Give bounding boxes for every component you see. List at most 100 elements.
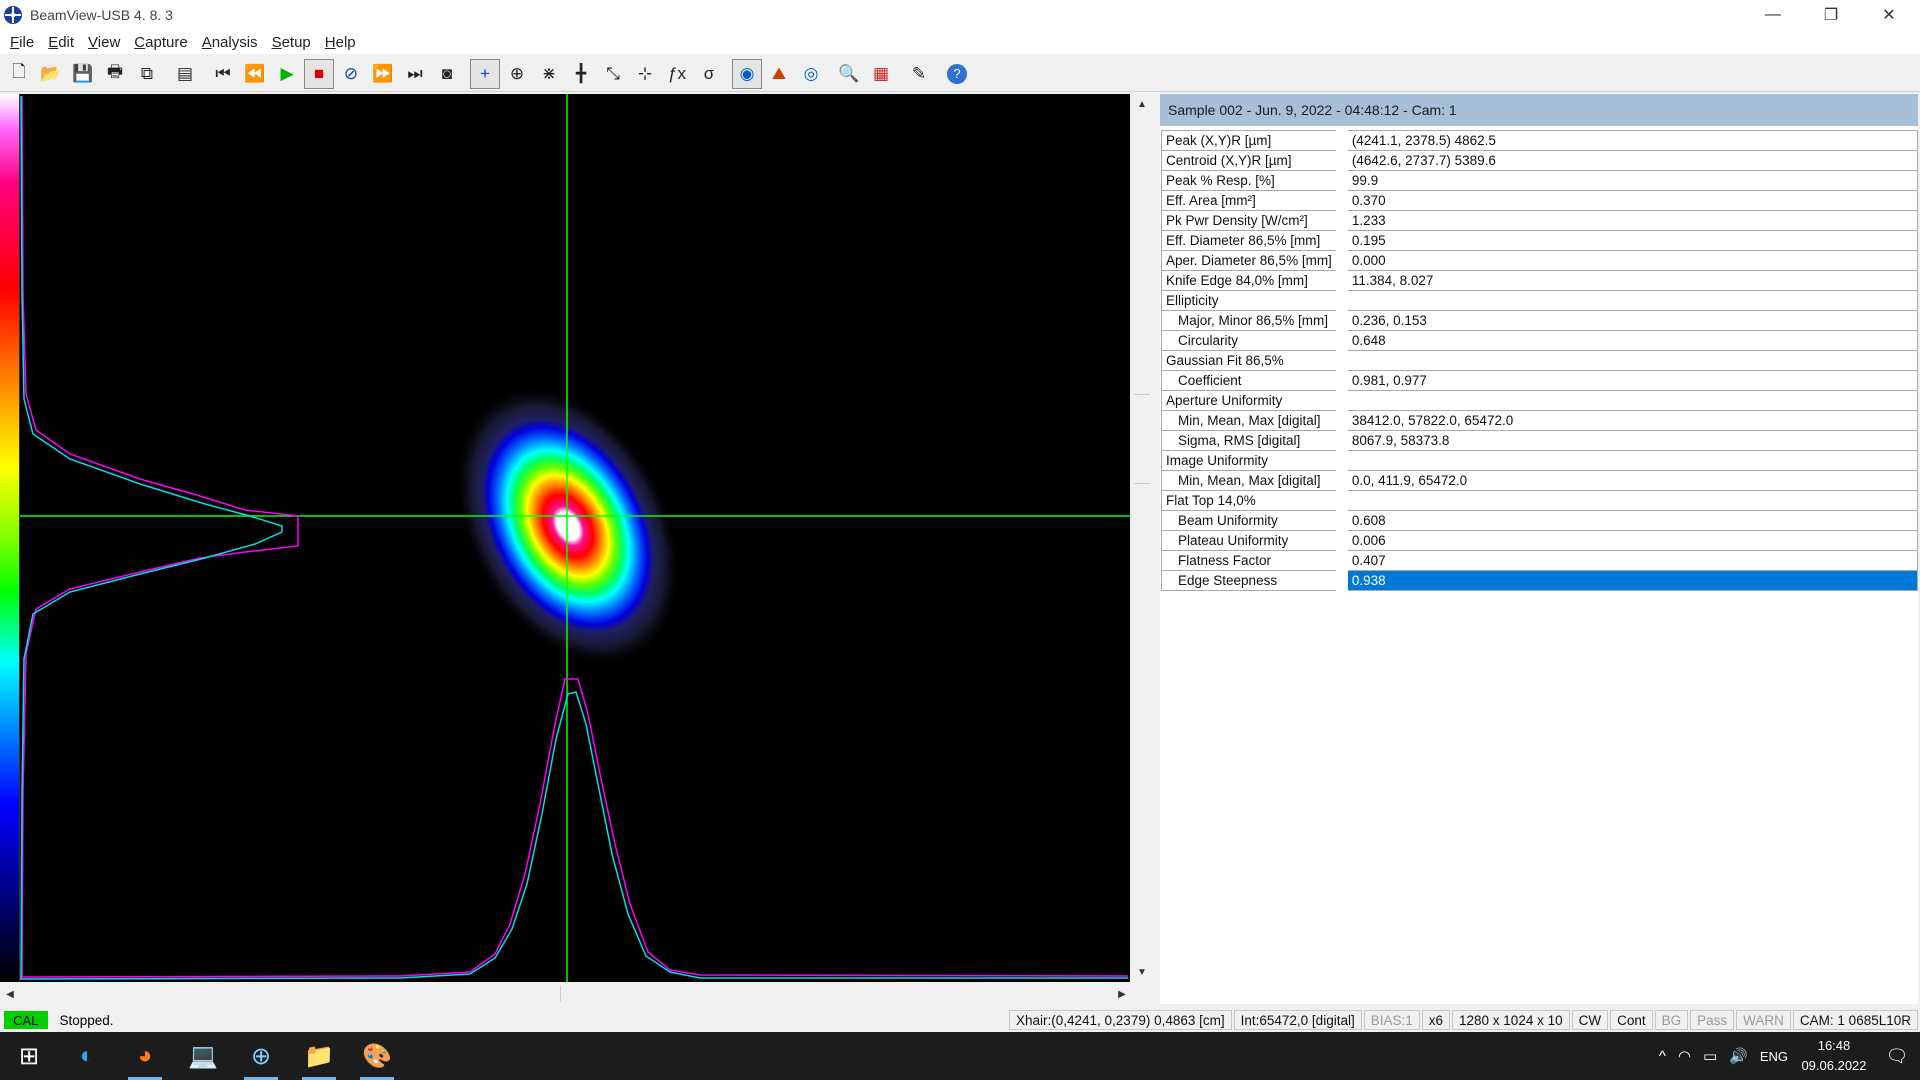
results-row[interactable]: Gaussian Fit 86,5%: [1160, 350, 1918, 371]
beamview-taskbar-button[interactable]: ⊕: [232, 1032, 290, 1080]
result-value: [1335, 450, 1918, 471]
print-button[interactable]: 🖶: [100, 59, 130, 89]
aperture-button[interactable]: ◎: [796, 59, 826, 89]
results-row[interactable]: Aper. Diameter 86,5% [mm] 0.000: [1160, 250, 1918, 271]
peak-crosshair-button[interactable]: ⋇: [534, 59, 564, 89]
close-button[interactable]: ✕: [1860, 0, 1918, 30]
stop-icon: ■: [313, 63, 325, 83]
scroll-right-arrow-icon[interactable]: ▶: [1118, 988, 1126, 1000]
next-frame-button[interactable]: ⏩: [368, 59, 398, 89]
status-bar: CAL Stopped. Xhair:(0,4241, 0,2379) 0,48…: [0, 1008, 1920, 1032]
results-row[interactable]: Eff. Area [mm²] 0.370: [1160, 190, 1918, 211]
restore-button[interactable]: ❐: [1802, 0, 1860, 30]
zoom-button[interactable]: 🔍: [834, 59, 864, 89]
status-field: CW: [1571, 1010, 1609, 1030]
results-row[interactable]: Image Uniformity: [1160, 450, 1918, 471]
results-row[interactable]: Peak % Resp. [%] 99.9: [1160, 170, 1918, 191]
function-button[interactable]: ƒx: [662, 59, 692, 89]
laptop-app-taskbar-button[interactable]: 💻: [174, 1032, 232, 1080]
results-row[interactable]: Major, Minor 86,5% [mm] 0.236, 0.153: [1160, 310, 1918, 331]
scroll-up-arrow-icon[interactable]: ▲: [1137, 98, 1147, 110]
3d-view-button[interactable]: ⛰: [764, 59, 794, 89]
new-file-button[interactable]: 🗋: [4, 59, 34, 89]
axis-rotate-button[interactable]: ⤡: [598, 59, 628, 89]
copy-button[interactable]: ⧉: [132, 59, 162, 89]
previous-frame-button[interactable]: ⏪: [240, 59, 270, 89]
results-row[interactable]: Flat Top 14,0%: [1160, 490, 1918, 511]
clock-date: 09.06.2022: [1801, 1058, 1867, 1073]
paint-app-icon: 🎨: [362, 1042, 392, 1070]
sigma-button[interactable]: σ: [694, 59, 724, 89]
menu-setup[interactable]: Setup: [266, 34, 319, 51]
tools-button[interactable]: ✎: [904, 59, 934, 89]
results-row[interactable]: Sigma, RMS [digital] 8067.9, 58373.8: [1160, 430, 1918, 451]
centroid-crosshair-button[interactable]: ⊕: [502, 59, 532, 89]
results-row[interactable]: Pk Pwr Density [W/cm²] 1.233: [1160, 210, 1918, 231]
cursor-button[interactable]: ╋: [566, 59, 596, 89]
stop-button[interactable]: ■: [304, 58, 334, 89]
beam-image-viewport[interactable]: [0, 94, 1130, 982]
results-row[interactable]: Coefficient 0.981, 0.977: [1160, 370, 1918, 391]
window-title: BeamView-USB 4. 8. 3: [30, 7, 173, 23]
notifications-icon[interactable]: 🗨: [1885, 1045, 1909, 1066]
cursor-icon: ╋: [575, 63, 587, 83]
save-button[interactable]: 💾: [68, 59, 98, 89]
first-frame-button[interactable]: ⏮: [208, 59, 238, 89]
result-label: Flatness Factor: [1160, 550, 1343, 571]
crosshair-button[interactable]: +: [470, 58, 500, 89]
minimize-button[interactable]: —: [1744, 0, 1802, 30]
crosshair-icon: +: [480, 63, 490, 83]
windows-start-taskbar-button[interactable]: ⊞: [0, 1032, 58, 1080]
open-folder-button[interactable]: 📂: [36, 59, 66, 89]
results-row[interactable]: Knife Edge 84,0% [mm] 11.384, 8.027: [1160, 270, 1918, 291]
snapshot-button[interactable]: ⊘: [336, 59, 366, 89]
horizontal-scrollbar[interactable]: ◀ ▶: [0, 984, 1132, 1004]
results-row[interactable]: Beam Uniformity 0.608: [1160, 510, 1918, 531]
palette-button[interactable]: ▦: [866, 59, 896, 89]
language-indicator[interactable]: ENG: [1759, 1048, 1788, 1064]
result-label: Knife Edge 84,0% [mm]: [1160, 270, 1343, 291]
results-row[interactable]: Circularity 0.648: [1160, 330, 1918, 351]
scroll-down-arrow-icon[interactable]: ▼: [1137, 966, 1147, 978]
save-icon: 💾: [72, 63, 94, 83]
result-value: 38412.0, 57822.0, 65472.0: [1335, 410, 1918, 431]
camera-settings-button[interactable]: ◙: [432, 59, 462, 89]
menu-help[interactable]: Help: [319, 34, 364, 51]
horizontal-scroll-thumb[interactable]: [560, 986, 566, 1002]
vertical-scrollbar[interactable]: ▲ ▼: [1132, 94, 1152, 982]
menu-analysis[interactable]: Analysis: [196, 34, 266, 51]
results-row[interactable]: Plateau Uniformity 0.006: [1160, 530, 1918, 551]
profile-button[interactable]: ⊹: [630, 59, 660, 89]
play-button[interactable]: ▶: [272, 59, 302, 89]
battery-icon[interactable]: ▭: [1702, 1048, 1718, 1065]
menu-edit[interactable]: Edit: [42, 34, 82, 51]
last-frame-button[interactable]: ⏭: [400, 59, 430, 89]
help-button[interactable]: ?: [942, 59, 972, 89]
capture-button[interactable]: ▤: [170, 59, 200, 89]
vertical-scroll-thumb[interactable]: [1134, 394, 1150, 484]
menu-view[interactable]: View: [82, 34, 128, 51]
scroll-left-arrow-icon[interactable]: ◀: [6, 988, 14, 1000]
results-row[interactable]: Centroid (X,Y)R [µm] (4642.6, 2737.7) 538…: [1160, 150, 1918, 171]
volume-icon[interactable]: 🔊: [1729, 1048, 1748, 1065]
clock[interactable]: 16:48 09.06.2022: [1794, 1036, 1874, 1076]
axis-rotate-icon: ⤡: [606, 63, 620, 83]
results-row[interactable]: Flatness Factor 0.407: [1160, 550, 1918, 571]
2d-view-button[interactable]: ◉: [732, 58, 762, 89]
results-row[interactable]: Eff. Diameter 86,5% [mm] 0.195: [1160, 230, 1918, 251]
show-hidden-icons-icon[interactable]: ^: [1658, 1047, 1666, 1065]
results-row[interactable]: Ellipticity: [1160, 290, 1918, 311]
results-row[interactable]: Aperture Uniformity: [1160, 390, 1918, 411]
results-row[interactable]: Peak (X,Y)R [µm] (4241.1, 2378.5) 4862.5: [1160, 130, 1918, 151]
paint-app-taskbar-button[interactable]: 🎨: [348, 1032, 406, 1080]
file-explorer-taskbar-button[interactable]: 📁: [290, 1032, 348, 1080]
menu-capture[interactable]: Capture: [128, 34, 195, 51]
edge-browser-taskbar-button[interactable]: ◐: [58, 1032, 116, 1080]
results-row[interactable]: Edge Steepness 0.938: [1160, 570, 1918, 591]
network-icon[interactable]: ◠: [1677, 1048, 1691, 1065]
results-row[interactable]: Min, Mean, Max [digital] 38412.0, 57822.0…: [1160, 410, 1918, 431]
results-row[interactable]: Min, Mean, Max [digital] 0.0, 411.9, 6547…: [1160, 470, 1918, 491]
firefox-taskbar-button[interactable]: ◕: [116, 1032, 174, 1080]
vertical-profile-cyan: [20, 95, 283, 981]
menu-file[interactable]: File: [4, 34, 42, 51]
